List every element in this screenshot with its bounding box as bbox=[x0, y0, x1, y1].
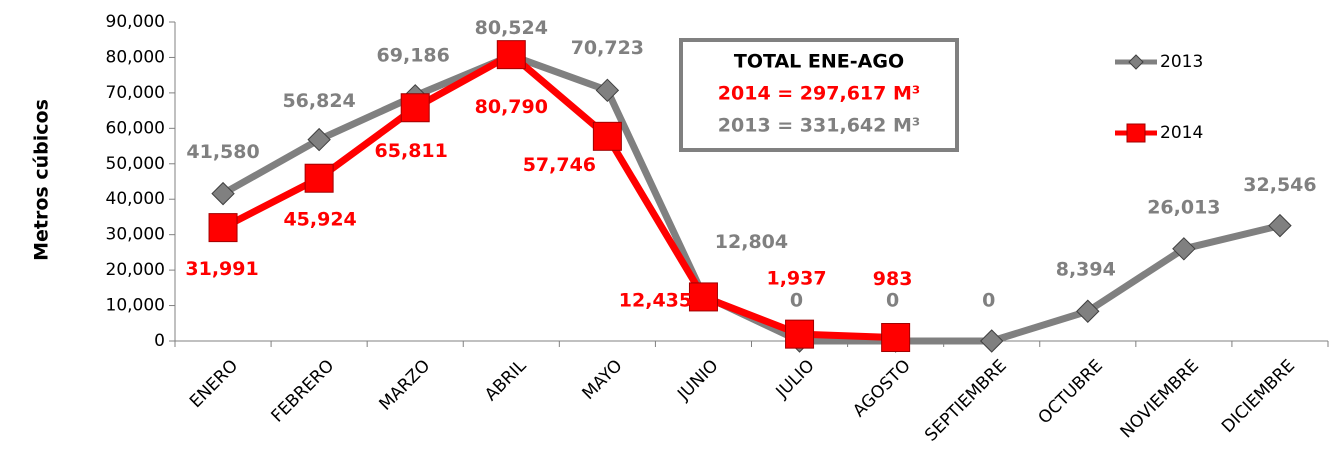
data-label: 69,186 bbox=[377, 44, 450, 66]
data-label: 57,746 bbox=[523, 154, 596, 176]
data-label: 1,937 bbox=[766, 268, 826, 290]
annotation: 2013 = 331,642 M³ bbox=[718, 115, 920, 137]
legend-label: 2014 bbox=[1160, 123, 1203, 143]
point bbox=[592, 121, 622, 151]
y-tick-label: 20,000 bbox=[106, 260, 165, 280]
x-tick-label: MAYO bbox=[578, 356, 626, 404]
legend-label: 2013 bbox=[1160, 52, 1203, 72]
legend-marker bbox=[1126, 123, 1146, 143]
y-tick-label: 80,000 bbox=[106, 47, 165, 67]
point bbox=[304, 163, 334, 193]
x-tick-label: AGOSTO bbox=[849, 356, 914, 421]
y-tick-label: 10,000 bbox=[106, 296, 165, 316]
point bbox=[400, 93, 430, 123]
point bbox=[1268, 213, 1292, 238]
series-line bbox=[221, 51, 896, 342]
data-label: 70,723 bbox=[571, 37, 644, 59]
data-label: 80,524 bbox=[475, 17, 548, 39]
x-tick-label: MARZO bbox=[375, 356, 434, 415]
data-label: 65,811 bbox=[375, 140, 448, 162]
point bbox=[980, 329, 1004, 353]
data-label: 0 bbox=[790, 290, 803, 312]
x-tick-label: ABRIL bbox=[481, 356, 531, 406]
data-label: 32,546 bbox=[1243, 174, 1316, 196]
x-tick-label: OCTUBRE bbox=[1035, 356, 1107, 428]
x-tick-label: NOVIEMBRE bbox=[1117, 356, 1203, 442]
data-label: 31,991 bbox=[185, 258, 258, 280]
annotation: 2014 = 297,617 M³ bbox=[718, 83, 920, 105]
data-label: 56,824 bbox=[282, 90, 355, 112]
point bbox=[785, 319, 815, 349]
x-tick-label: SEPTIEMBRE bbox=[921, 356, 1011, 446]
y-tick-label: 70,000 bbox=[106, 83, 165, 103]
y-tick-label: 60,000 bbox=[106, 118, 165, 138]
data-label: 983 bbox=[873, 268, 913, 290]
x-tick-label: JULIO bbox=[772, 356, 819, 403]
data-label: 0 bbox=[982, 290, 995, 312]
point bbox=[307, 127, 331, 152]
x-tick-label: JUNIO bbox=[673, 356, 722, 405]
data-label: 12,435 bbox=[619, 289, 692, 311]
y-tick-label: 90,000 bbox=[106, 12, 165, 32]
annotation: TOTAL ENE-AGO bbox=[734, 51, 904, 73]
y-axis-label: Metros cúbicos bbox=[31, 99, 53, 261]
y-tick-label: 40,000 bbox=[106, 189, 165, 209]
point bbox=[211, 181, 235, 206]
data-label: 45,924 bbox=[283, 209, 356, 231]
x-tick-label: DICIEMBRE bbox=[1218, 356, 1299, 437]
point bbox=[208, 213, 238, 243]
total-box bbox=[679, 38, 959, 152]
y-tick-label: 30,000 bbox=[106, 225, 165, 245]
y-tick-label: 50,000 bbox=[106, 154, 165, 174]
point bbox=[595, 78, 620, 103]
data-label: 0 bbox=[886, 290, 899, 312]
point bbox=[1172, 237, 1196, 261]
x-tick-label: ENERO bbox=[186, 356, 242, 412]
point bbox=[496, 40, 526, 70]
y-tick-label: 0 bbox=[154, 331, 165, 351]
data-label: 80,790 bbox=[475, 96, 548, 118]
legend-marker bbox=[1128, 54, 1144, 70]
data-label: 12,804 bbox=[715, 231, 788, 253]
data-label: 26,013 bbox=[1147, 196, 1220, 218]
x-tick-label: FEBRERO bbox=[268, 356, 339, 427]
point bbox=[881, 323, 911, 353]
point bbox=[1076, 299, 1100, 323]
data-label: 41,580 bbox=[186, 141, 259, 163]
data-label: 8,394 bbox=[1056, 259, 1116, 281]
point bbox=[688, 282, 718, 312]
